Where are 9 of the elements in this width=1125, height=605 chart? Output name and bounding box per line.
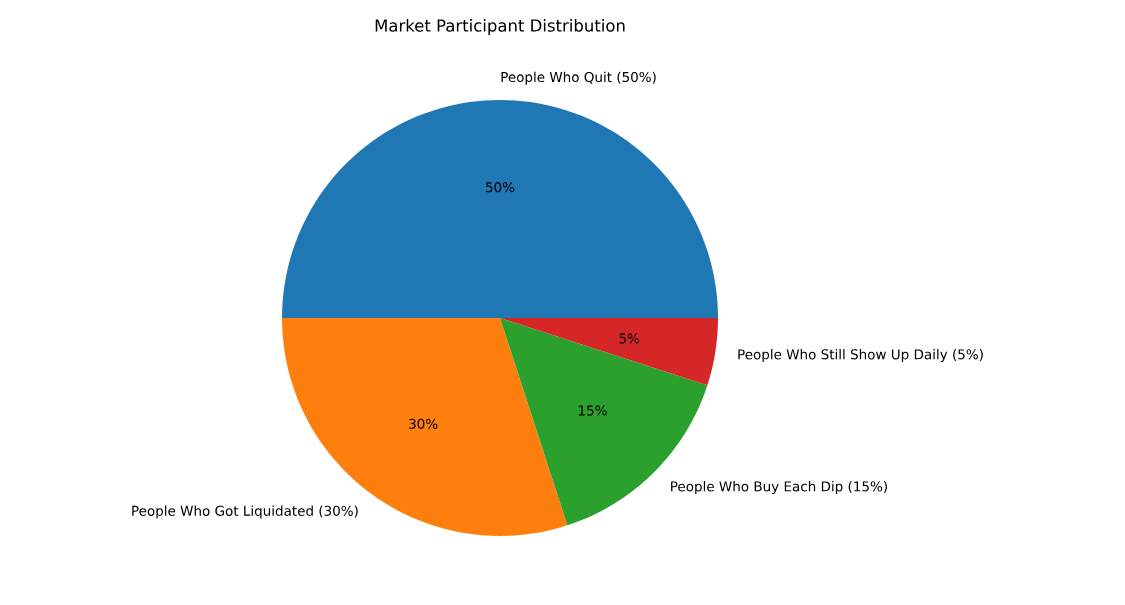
data-label: 15% bbox=[578, 405, 607, 416]
slice-label: People Who Quit (50%) bbox=[501, 71, 656, 85]
chart-title: Market Participant Distribution bbox=[375, 19, 625, 35]
data-label: 50% bbox=[486, 182, 515, 193]
data-label: 30% bbox=[409, 418, 438, 429]
data-label: 5% bbox=[619, 333, 640, 344]
slice-label: People Who Got Liquidated (30%) bbox=[132, 505, 358, 519]
slice-label: People Who Still Show Up Daily (5%) bbox=[738, 348, 983, 363]
slice-label: People Who Buy Each Dip (15%) bbox=[671, 481, 887, 495]
